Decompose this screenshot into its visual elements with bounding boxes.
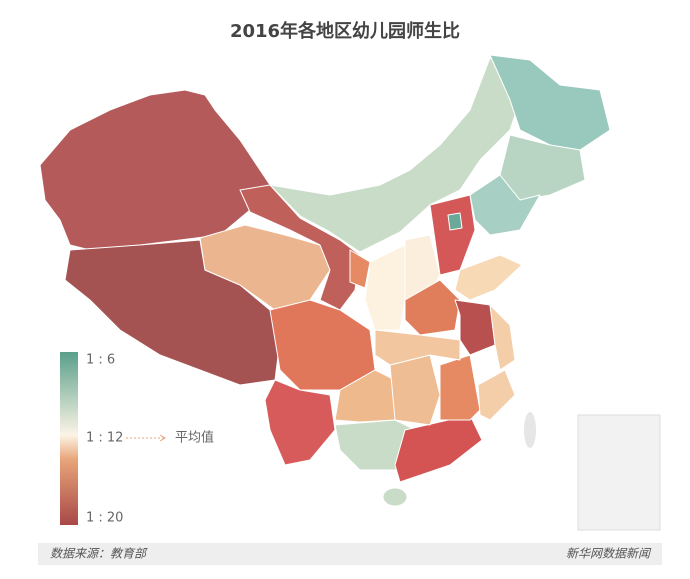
- legend: 1 : 6 1 : 12 1 : 20 平均值: [60, 352, 214, 526]
- region: [447, 212, 463, 231]
- source: 数据来源：教育部: [50, 547, 148, 561]
- legend-bar: [60, 352, 78, 525]
- region: [382, 487, 408, 507]
- map: [39, 54, 661, 531]
- region: [389, 354, 441, 426]
- region: [454, 254, 523, 301]
- region: [469, 174, 541, 236]
- region: [269, 57, 521, 253]
- region: [349, 249, 371, 289]
- region: [39, 89, 271, 251]
- inset: [577, 414, 661, 531]
- legend-label: 1 : 12: [86, 431, 123, 446]
- region: [489, 304, 516, 371]
- legend-label: 1 : 20: [86, 511, 123, 526]
- region: [394, 414, 483, 483]
- legend-label: 1 : 6: [86, 353, 115, 368]
- average-pointer: [159, 434, 166, 442]
- region: [404, 279, 461, 336]
- region: [439, 354, 481, 421]
- average-label: 平均值: [175, 430, 214, 446]
- region: [454, 299, 496, 356]
- region: [364, 244, 406, 331]
- island: [524, 412, 536, 448]
- region: [374, 329, 461, 366]
- region: [269, 299, 376, 391]
- footer-bar: [38, 543, 662, 565]
- region: [264, 379, 336, 466]
- region: [477, 369, 516, 421]
- title: 2016年各地区幼儿园师生比: [230, 20, 460, 42]
- region: [489, 54, 611, 151]
- credit: 新华网数据新闻: [566, 547, 652, 561]
- region: [199, 224, 331, 311]
